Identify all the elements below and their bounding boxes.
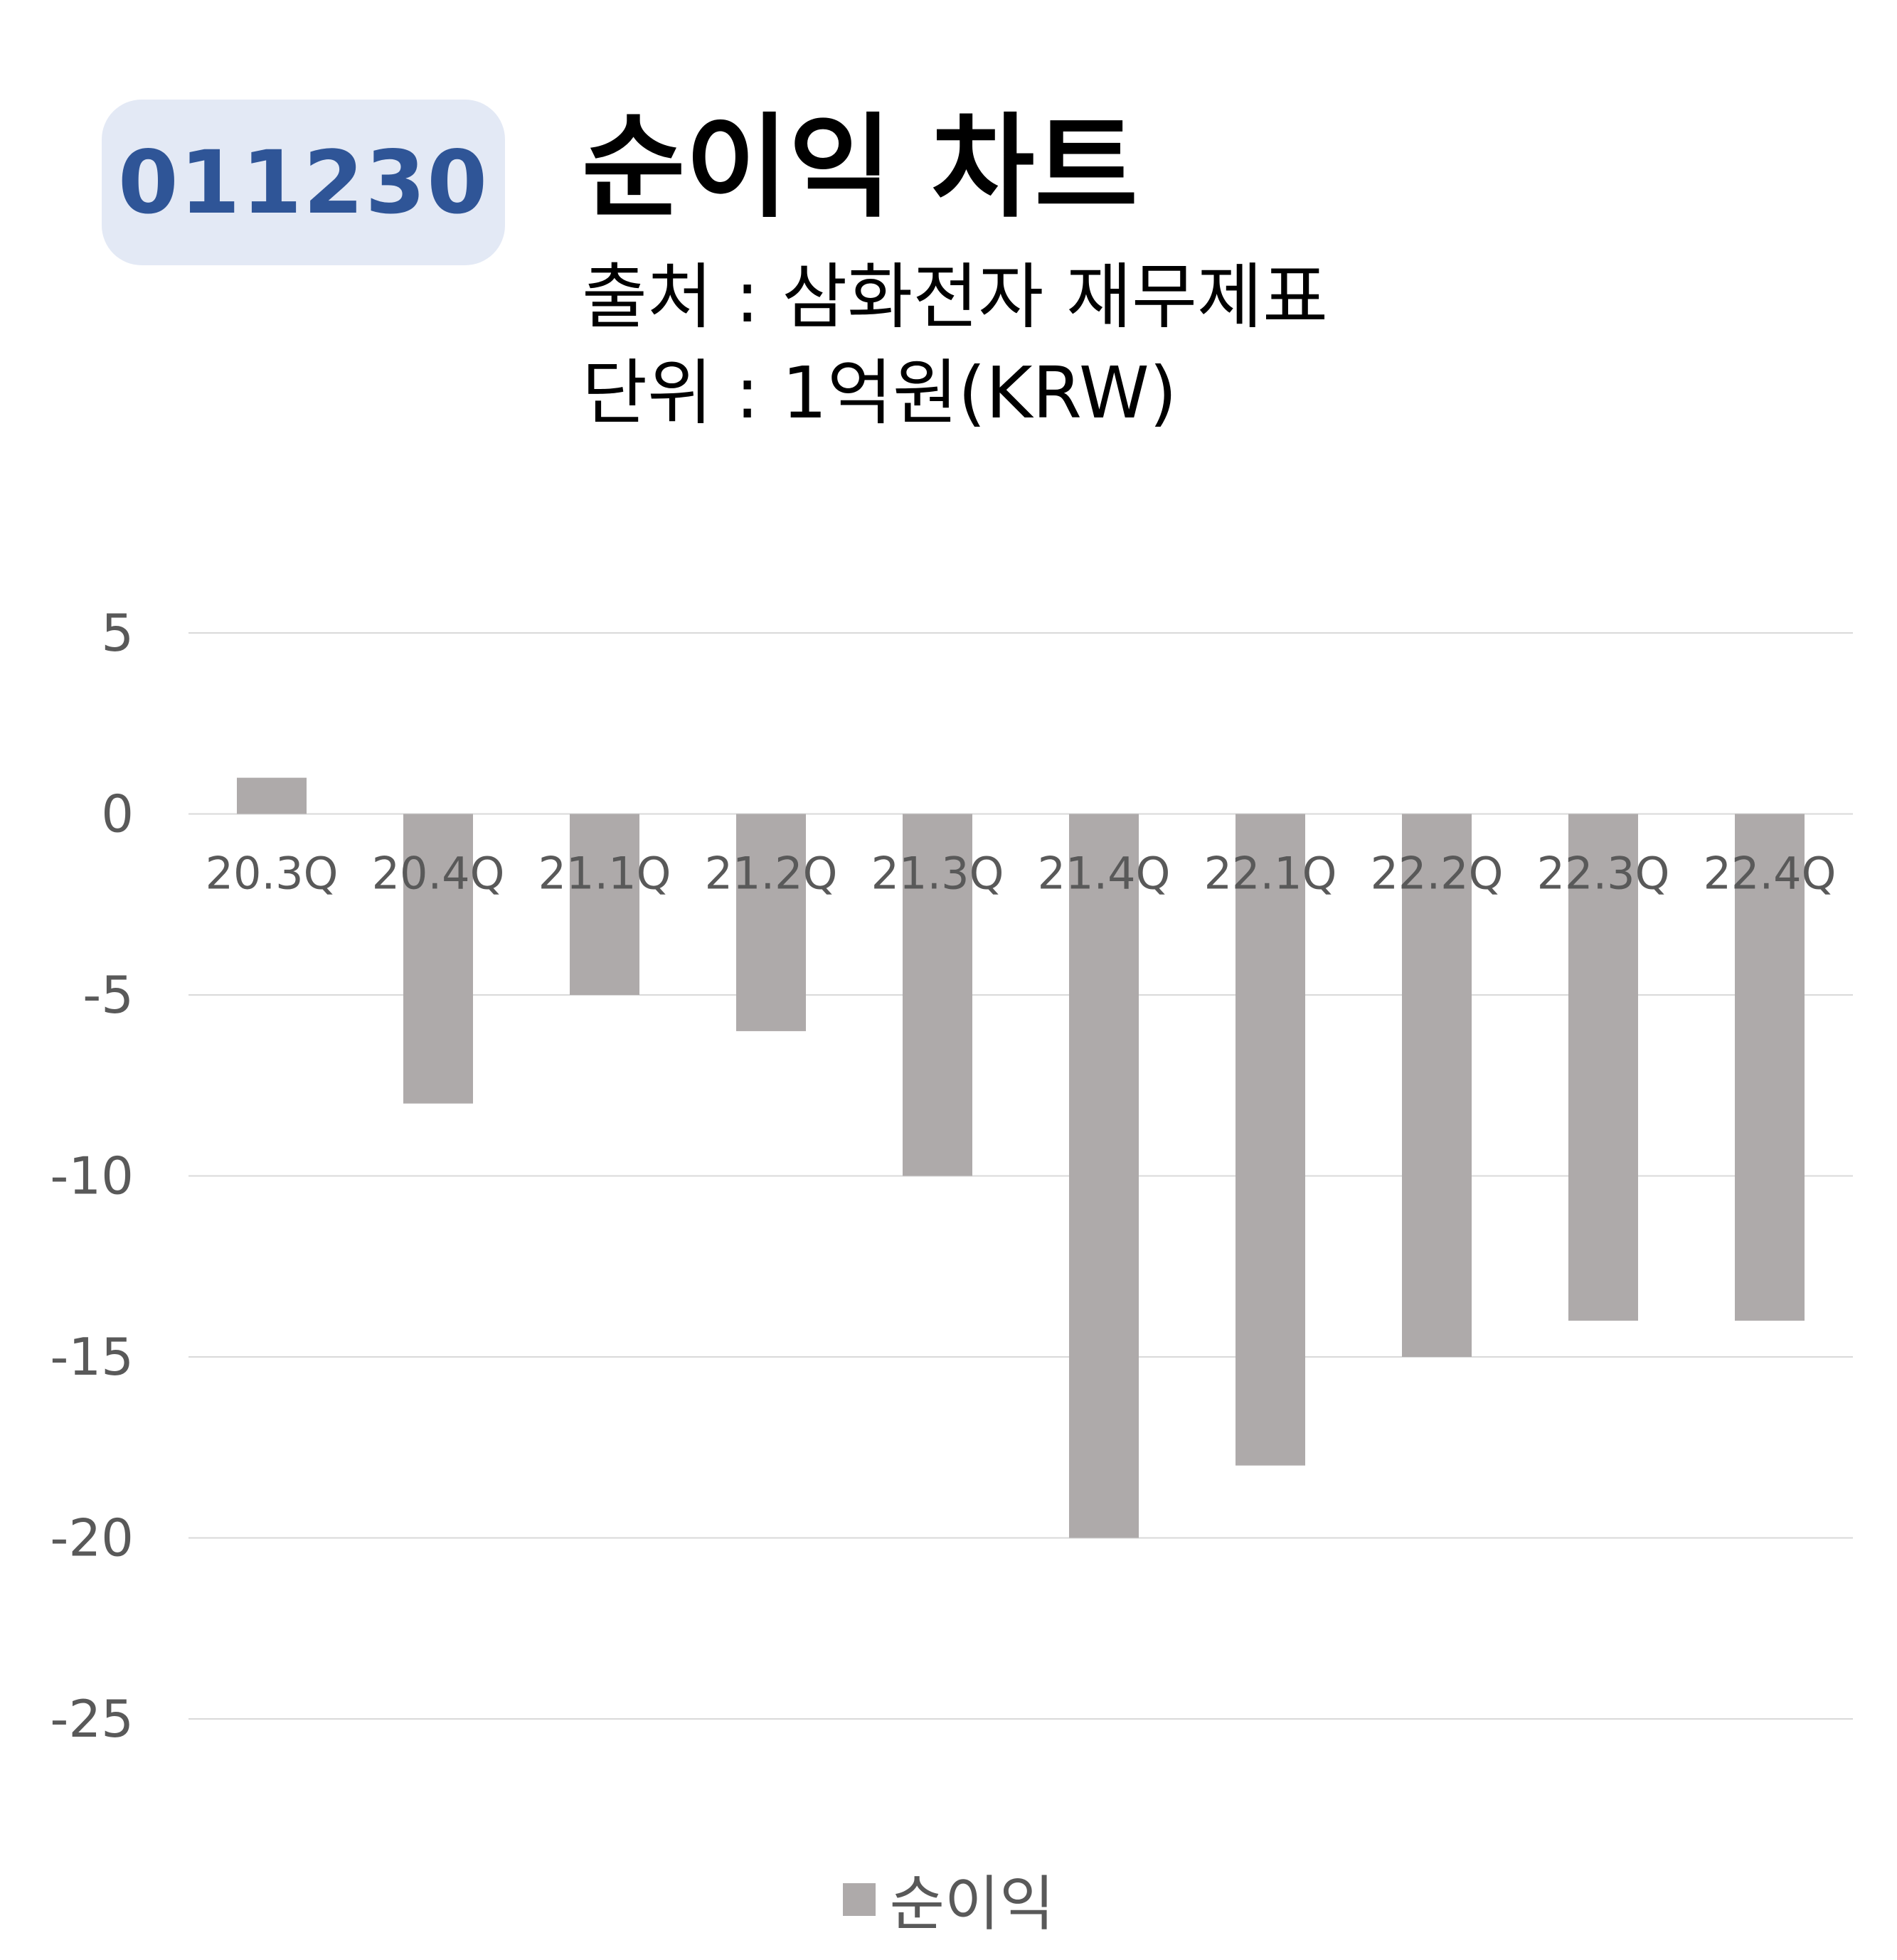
x-tick-label: 21.1Q xyxy=(538,848,671,900)
y-tick-label: -15 xyxy=(50,1327,134,1387)
ticker-code: 011230 xyxy=(117,132,489,233)
y-tick-label: -20 xyxy=(50,1508,134,1568)
bar xyxy=(1402,814,1472,1357)
bar xyxy=(1069,814,1139,1538)
x-tick-label: 22.3Q xyxy=(1537,848,1670,900)
x-tick-label: 21.3Q xyxy=(871,848,1004,900)
y-tick-label: -25 xyxy=(50,1689,134,1749)
ticker-badge: 011230 xyxy=(102,100,505,265)
bar xyxy=(1568,814,1638,1321)
bar xyxy=(903,814,972,1176)
legend-label: 순이익 xyxy=(889,1869,1055,1939)
x-tick-label: 20.4Q xyxy=(372,848,505,900)
x-tick-label: 22.2Q xyxy=(1371,848,1504,900)
source-label: 출처 : 삼화전자 재무제표 xyxy=(582,255,1329,339)
bar xyxy=(570,814,639,995)
y-tick-label: 0 xyxy=(101,784,134,844)
y-tick-label: -10 xyxy=(50,1146,134,1206)
bar xyxy=(237,777,307,814)
bar xyxy=(1735,814,1805,1321)
bar xyxy=(403,814,473,1104)
bar xyxy=(1236,814,1305,1466)
y-axis-ticks: 5 0 -5 -10 -15 -20 -25 xyxy=(50,603,134,1749)
x-tick-label: 22.4Q xyxy=(1704,848,1837,900)
bar xyxy=(736,814,806,1031)
legend: 순이익 xyxy=(0,1856,1897,1942)
legend-swatch xyxy=(842,1882,876,1916)
y-tick-label: 5 xyxy=(101,603,134,663)
x-tick-label: 21.2Q xyxy=(705,848,838,900)
x-tick-label: 20.3Q xyxy=(206,848,339,900)
y-tick-label: -5 xyxy=(83,965,134,1025)
x-tick-label: 22.1Q xyxy=(1204,848,1337,900)
x-tick-label: 21.4Q xyxy=(1038,848,1171,900)
chart-title: 순이익 차트 xyxy=(582,102,1138,233)
bars xyxy=(237,777,1805,1538)
x-axis-ticks: 20.3Q 20.4Q 21.1Q 21.2Q 21.3Q 21.4Q 22.1Q 22.2Q… xyxy=(206,848,1837,900)
unit-label: 단위 : 1억원(KRW) xyxy=(582,351,1177,435)
